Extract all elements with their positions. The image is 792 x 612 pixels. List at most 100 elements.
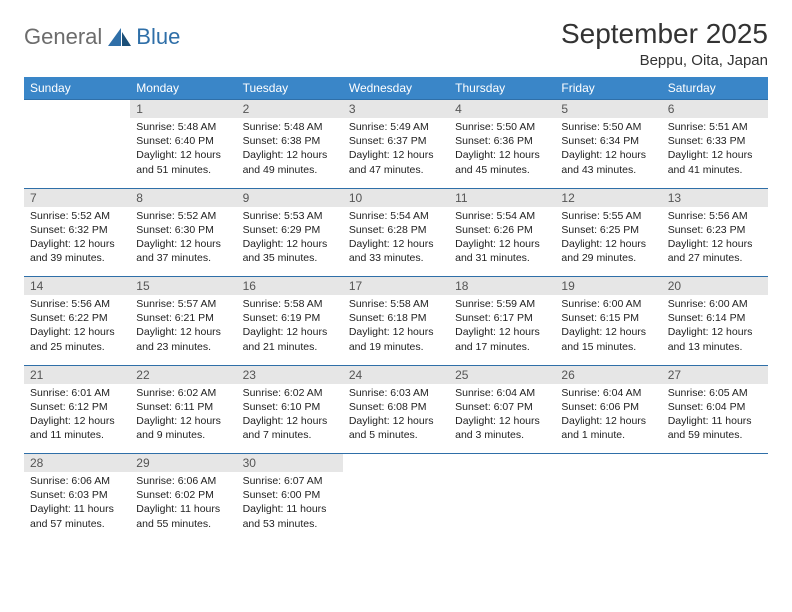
sunrise-line: Sunrise: 5:48 AM bbox=[243, 120, 337, 134]
day-cell: Sunrise: 5:58 AMSunset: 6:18 PMDaylight:… bbox=[343, 295, 449, 365]
day-number: 4 bbox=[449, 100, 555, 119]
day-header: Saturday bbox=[662, 77, 768, 100]
day-cell bbox=[555, 472, 661, 542]
day-number: 15 bbox=[130, 277, 236, 296]
month-title: September 2025 bbox=[561, 18, 768, 50]
daylight-line: Daylight: 12 hours and 37 minutes. bbox=[136, 237, 230, 265]
sunrise-line: Sunrise: 6:04 AM bbox=[561, 386, 655, 400]
logo-text-general: General bbox=[24, 24, 102, 50]
sunrise-line: Sunrise: 5:50 AM bbox=[561, 120, 655, 134]
day-header: Tuesday bbox=[237, 77, 343, 100]
daylight-line: Daylight: 12 hours and 9 minutes. bbox=[136, 414, 230, 442]
sunrise-line: Sunrise: 6:02 AM bbox=[243, 386, 337, 400]
daylight-line: Daylight: 12 hours and 27 minutes. bbox=[668, 237, 762, 265]
day-cell: Sunrise: 6:06 AMSunset: 6:03 PMDaylight:… bbox=[24, 472, 130, 542]
day-number: 8 bbox=[130, 188, 236, 207]
daylight-line: Daylight: 11 hours and 55 minutes. bbox=[136, 502, 230, 530]
sunrise-line: Sunrise: 6:02 AM bbox=[136, 386, 230, 400]
day-header: Friday bbox=[555, 77, 661, 100]
daylight-line: Daylight: 12 hours and 35 minutes. bbox=[243, 237, 337, 265]
title-block: September 2025 Beppu, Oita, Japan bbox=[561, 18, 768, 69]
daylight-line: Daylight: 12 hours and 43 minutes. bbox=[561, 148, 655, 176]
sunrise-line: Sunrise: 5:58 AM bbox=[349, 297, 443, 311]
sunset-line: Sunset: 6:38 PM bbox=[243, 134, 337, 148]
sunrise-line: Sunrise: 5:54 AM bbox=[455, 209, 549, 223]
day-number: 28 bbox=[24, 454, 130, 473]
day-header: Monday bbox=[130, 77, 236, 100]
day-cell: Sunrise: 5:59 AMSunset: 6:17 PMDaylight:… bbox=[449, 295, 555, 365]
day-data-row: Sunrise: 5:52 AMSunset: 6:32 PMDaylight:… bbox=[24, 207, 768, 277]
sunrise-line: Sunrise: 5:51 AM bbox=[668, 120, 762, 134]
daylight-line: Daylight: 12 hours and 45 minutes. bbox=[455, 148, 549, 176]
day-number-row: 14151617181920 bbox=[24, 277, 768, 296]
day-cell: Sunrise: 6:04 AMSunset: 6:06 PMDaylight:… bbox=[555, 384, 661, 454]
daylight-line: Daylight: 12 hours and 31 minutes. bbox=[455, 237, 549, 265]
daylight-line: Daylight: 12 hours and 17 minutes. bbox=[455, 325, 549, 353]
day-number: 5 bbox=[555, 100, 661, 119]
sunrise-line: Sunrise: 5:50 AM bbox=[455, 120, 549, 134]
sunrise-line: Sunrise: 6:06 AM bbox=[30, 474, 124, 488]
sunset-line: Sunset: 6:03 PM bbox=[30, 488, 124, 502]
day-number: 23 bbox=[237, 365, 343, 384]
sunrise-line: Sunrise: 6:06 AM bbox=[136, 474, 230, 488]
day-number-row: 78910111213 bbox=[24, 188, 768, 207]
day-cell: Sunrise: 6:02 AMSunset: 6:11 PMDaylight:… bbox=[130, 384, 236, 454]
day-cell: Sunrise: 6:06 AMSunset: 6:02 PMDaylight:… bbox=[130, 472, 236, 542]
day-cell: Sunrise: 5:56 AMSunset: 6:22 PMDaylight:… bbox=[24, 295, 130, 365]
day-cell: Sunrise: 5:52 AMSunset: 6:30 PMDaylight:… bbox=[130, 207, 236, 277]
sunrise-line: Sunrise: 5:48 AM bbox=[136, 120, 230, 134]
sunset-line: Sunset: 6:37 PM bbox=[349, 134, 443, 148]
day-number: 29 bbox=[130, 454, 236, 473]
day-cell: Sunrise: 6:03 AMSunset: 6:08 PMDaylight:… bbox=[343, 384, 449, 454]
day-cell: Sunrise: 6:07 AMSunset: 6:00 PMDaylight:… bbox=[237, 472, 343, 542]
sunset-line: Sunset: 6:17 PM bbox=[455, 311, 549, 325]
daylight-line: Daylight: 12 hours and 7 minutes. bbox=[243, 414, 337, 442]
day-number: 17 bbox=[343, 277, 449, 296]
day-cell: Sunrise: 5:57 AMSunset: 6:21 PMDaylight:… bbox=[130, 295, 236, 365]
sunset-line: Sunset: 6:22 PM bbox=[30, 311, 124, 325]
day-number bbox=[343, 454, 449, 473]
sunset-line: Sunset: 6:10 PM bbox=[243, 400, 337, 414]
sunrise-line: Sunrise: 6:07 AM bbox=[243, 474, 337, 488]
sunrise-line: Sunrise: 5:59 AM bbox=[455, 297, 549, 311]
day-number bbox=[449, 454, 555, 473]
sunset-line: Sunset: 6:07 PM bbox=[455, 400, 549, 414]
day-number bbox=[555, 454, 661, 473]
sunrise-line: Sunrise: 5:52 AM bbox=[136, 209, 230, 223]
location: Beppu, Oita, Japan bbox=[561, 52, 768, 69]
sunrise-line: Sunrise: 5:57 AM bbox=[136, 297, 230, 311]
sunset-line: Sunset: 6:04 PM bbox=[668, 400, 762, 414]
day-number: 12 bbox=[555, 188, 661, 207]
day-number-row: 282930 bbox=[24, 454, 768, 473]
sunset-line: Sunset: 6:12 PM bbox=[30, 400, 124, 414]
day-number: 3 bbox=[343, 100, 449, 119]
day-number: 30 bbox=[237, 454, 343, 473]
day-cell: Sunrise: 5:54 AMSunset: 6:26 PMDaylight:… bbox=[449, 207, 555, 277]
day-data-row: Sunrise: 6:01 AMSunset: 6:12 PMDaylight:… bbox=[24, 384, 768, 454]
sunrise-line: Sunrise: 5:56 AM bbox=[30, 297, 124, 311]
day-cell: Sunrise: 5:51 AMSunset: 6:33 PMDaylight:… bbox=[662, 118, 768, 188]
day-cell bbox=[662, 472, 768, 542]
day-data-row: Sunrise: 5:56 AMSunset: 6:22 PM Daylight:… bbox=[24, 295, 768, 365]
daylight-line: Daylight: 12 hours and 3 minutes. bbox=[455, 414, 549, 442]
logo-sail-icon bbox=[108, 28, 132, 46]
daylight-line: Daylight: 12 hours and 23 minutes. bbox=[136, 325, 230, 353]
day-number: 21 bbox=[24, 365, 130, 384]
day-cell: Sunrise: 6:01 AMSunset: 6:12 PMDaylight:… bbox=[24, 384, 130, 454]
day-number: 11 bbox=[449, 188, 555, 207]
sunset-line: Sunset: 6:19 PM bbox=[243, 311, 337, 325]
daylight-line: Daylight: 12 hours and 51 minutes. bbox=[136, 148, 230, 176]
day-data-row: Sunrise: 6:06 AMSunset: 6:03 PMDaylight:… bbox=[24, 472, 768, 542]
logo-text-blue: Blue bbox=[136, 24, 180, 50]
calendar-table: Sunday Monday Tuesday Wednesday Thursday… bbox=[24, 77, 768, 542]
sunset-line: Sunset: 6:21 PM bbox=[136, 311, 230, 325]
daylight-line: Daylight: 12 hours and 15 minutes. bbox=[561, 325, 655, 353]
day-header: Wednesday bbox=[343, 77, 449, 100]
day-number: 24 bbox=[343, 365, 449, 384]
day-cell: Sunrise: 5:48 AMSunset: 6:40 PMDaylight:… bbox=[130, 118, 236, 188]
sunset-line: Sunset: 6:15 PM bbox=[561, 311, 655, 325]
sunset-line: Sunset: 6:06 PM bbox=[561, 400, 655, 414]
day-number: 27 bbox=[662, 365, 768, 384]
daylight-line: Daylight: 12 hours and 49 minutes. bbox=[243, 148, 337, 176]
day-cell: Sunrise: 5:50 AMSunset: 6:34 PMDaylight:… bbox=[555, 118, 661, 188]
